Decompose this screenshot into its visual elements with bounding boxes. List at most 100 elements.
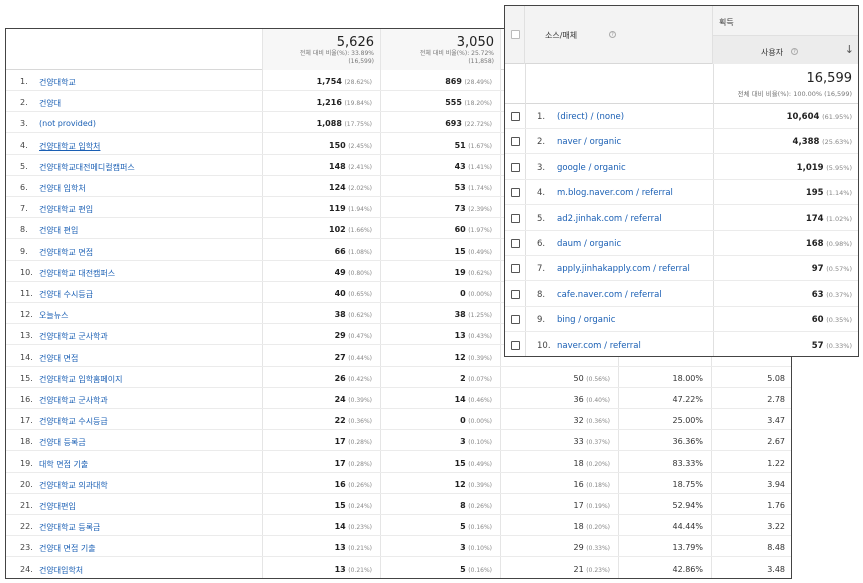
keyword-link[interactable]: 건양대학교 입학홈페이지 bbox=[39, 374, 123, 384]
keyword-link[interactable]: 건양대 편입 bbox=[39, 226, 79, 236]
row-checkbox[interactable] bbox=[511, 315, 520, 325]
row-checkbox[interactable] bbox=[511, 289, 520, 299]
metric-value: 29 bbox=[573, 543, 584, 553]
table-row: 19. 대학 면접 기출 17 (0.28%) 15 (0.49%) 18 (0.20%… bbox=[6, 452, 791, 473]
source-medium-link[interactable]: cafe.naver.com / referral bbox=[557, 289, 662, 300]
source-medium-link[interactable]: daum / organic bbox=[557, 239, 622, 249]
metric-percent: (0.00%) bbox=[468, 418, 492, 426]
source-medium-link[interactable]: naver / organic bbox=[557, 137, 622, 148]
metric-value: 50 bbox=[573, 373, 584, 383]
users-percent: (0.35%) bbox=[826, 316, 852, 325]
metric-value: 124 bbox=[329, 183, 346, 192]
keyword-link[interactable]: 건양대학교 군사학과 bbox=[39, 396, 108, 405]
keyword-link[interactable]: 건양대 면접 bbox=[39, 353, 79, 363]
source-medium-link[interactable]: (direct) / (none) bbox=[557, 112, 625, 122]
metric-cell: 13 (0.21%) bbox=[335, 565, 372, 574]
users-column-header[interactable]: 사용자 ? ↓ bbox=[713, 36, 858, 64]
source-medium-link[interactable]: apply.jinhakapply.com / referral bbox=[557, 264, 690, 275]
keyword-link[interactable]: 건양대학교대전메디컬캠퍼스 bbox=[39, 162, 135, 172]
keyword-link[interactable]: 건양대학교 대전캠퍼스 bbox=[39, 268, 116, 278]
row-checkbox[interactable] bbox=[511, 239, 520, 248]
header-metric-1: 5,626 전체 대비 비율(%): 33.89% (16,599) bbox=[262, 29, 380, 70]
table-row: 16. 건양대학교 군사학과 24 (0.39%) 14 (0.46%) 36 (0.4… bbox=[6, 388, 791, 409]
row-number: 3. bbox=[20, 119, 28, 129]
row-checkbox[interactable] bbox=[511, 188, 520, 198]
metric-rate: 42.86% bbox=[672, 564, 703, 574]
metric-cell: 18 (0.20%) bbox=[574, 522, 610, 531]
metric-pages: 8.48 bbox=[767, 543, 785, 553]
keyword-link[interactable]: (not provided) bbox=[39, 119, 97, 129]
metric-percent: (0.47%) bbox=[348, 333, 372, 341]
metric-percent: (0.36%) bbox=[586, 418, 610, 426]
help-icon[interactable]: ? bbox=[609, 31, 616, 38]
table-row: 7. apply.jinhakapply.com / referral 97 (0.… bbox=[505, 256, 858, 282]
keyword-link[interactable]: 건양대학교 입학처 bbox=[39, 141, 101, 151]
metric-cell: 8 (0.26%) bbox=[460, 501, 492, 510]
select-all-checkbox[interactable] bbox=[511, 30, 520, 39]
metric-rate: 52.94% bbox=[672, 501, 703, 510]
metric-percent: (0.23%) bbox=[586, 566, 610, 574]
metric-value: 66 bbox=[334, 246, 346, 256]
metric-cell: 2 (0.07%) bbox=[460, 374, 492, 383]
help-icon[interactable]: ? bbox=[791, 48, 798, 55]
source-medium-link[interactable]: google / organic bbox=[557, 162, 626, 173]
row-checkbox[interactable] bbox=[511, 340, 520, 350]
source-medium-link[interactable]: bing / organic bbox=[557, 315, 616, 326]
keyword-link[interactable]: 건양대학교 군사학과 bbox=[39, 332, 108, 342]
keyword-link[interactable]: 건양대학교 의과대학 bbox=[39, 480, 108, 490]
row-checkbox[interactable] bbox=[511, 137, 520, 147]
keyword-link[interactable]: 대학 면접 기출 bbox=[39, 459, 89, 469]
table-row: 6. 건양대 입학처 124 (2.02%) 53 (1.74%) bbox=[6, 176, 791, 197]
arrow-down-icon[interactable]: ↓ bbox=[844, 43, 854, 56]
row-checkbox[interactable] bbox=[511, 162, 520, 172]
header-metric-2-value: 3,050 bbox=[456, 35, 494, 50]
keyword-link[interactable]: 오늘뉴스 bbox=[39, 311, 69, 321]
source-column-header[interactable]: 소스/매체 ? bbox=[525, 6, 713, 64]
keyword-link[interactable]: 건양대학교 편입 bbox=[39, 205, 94, 215]
row-number: 6. bbox=[537, 239, 546, 249]
metric-cell: 21 (0.23%) bbox=[574, 565, 610, 574]
keyword-link[interactable]: 건양대 수시등급 bbox=[39, 290, 94, 299]
row-checkbox[interactable] bbox=[511, 264, 520, 274]
keyword-link[interactable]: 건양대 등록금 bbox=[39, 438, 86, 448]
row-checkbox[interactable] bbox=[511, 112, 520, 121]
keyword-link[interactable]: 건양대학교 수시등급 bbox=[39, 417, 108, 427]
users-percent: (1.02%) bbox=[826, 214, 852, 223]
users-cell: 174 (1.02%) bbox=[806, 214, 852, 224]
keyword-link[interactable]: 건양대 bbox=[39, 99, 62, 109]
metric-cell: 12 (0.39%) bbox=[455, 480, 492, 489]
metric-percent: (2.39%) bbox=[468, 206, 492, 214]
keyword-link[interactable]: 건양대편입 bbox=[39, 502, 76, 511]
row-number: 8. bbox=[20, 225, 28, 235]
metric-percent: (1.74%) bbox=[468, 185, 492, 192]
keyword-link[interactable]: 건양대학교 면접 bbox=[39, 247, 94, 257]
metric-cell: 33 (0.37%) bbox=[574, 437, 610, 446]
metric-pages: 2.67 bbox=[767, 437, 785, 447]
keyword-link[interactable]: 건양대학교 bbox=[39, 78, 76, 87]
metric-percent: (19.84%) bbox=[344, 100, 372, 108]
table-row: 20. 건양대학교 의과대학 16 (0.26%) 12 (0.39%) 16 (0.1… bbox=[6, 473, 791, 494]
metric-cell: 19 (0.62%) bbox=[455, 268, 492, 277]
metric-value: 60 bbox=[454, 225, 466, 235]
row-number: 3. bbox=[537, 162, 546, 173]
metric-pages: 3.22 bbox=[767, 522, 785, 532]
metric-cell: 102 (1.66%) bbox=[329, 225, 372, 234]
users-cell: 97 (0.57%) bbox=[812, 264, 852, 274]
metric-value: 12 bbox=[454, 352, 466, 362]
source-medium-link[interactable]: naver.com / referral bbox=[557, 340, 641, 351]
metric-cell: 13 (0.21%) bbox=[335, 543, 372, 552]
users-percent: (5.95%) bbox=[826, 163, 852, 172]
row-checkbox[interactable] bbox=[511, 213, 520, 223]
users-cell: 1,019 (5.95%) bbox=[797, 163, 852, 173]
keyword-link[interactable]: 건양대 입학처 bbox=[39, 184, 86, 193]
keyword-link[interactable]: 건양대입학처 bbox=[39, 565, 84, 575]
metric-cell: 32 (0.36%) bbox=[574, 416, 610, 425]
source-medium-link[interactable]: ad2.jinhak.com / referral bbox=[557, 213, 662, 224]
metric-value: 1,216 bbox=[316, 98, 342, 108]
source-medium-link[interactable]: m.blog.naver.com / referral bbox=[557, 188, 673, 199]
metric-percent: (0.37%) bbox=[586, 439, 610, 447]
keyword-link[interactable]: 건양대학교 등록금 bbox=[39, 523, 101, 533]
column-divider bbox=[380, 29, 381, 578]
keyword-link[interactable]: 건양대 면접 기출 bbox=[39, 544, 96, 554]
metric-cell: 17 (0.19%) bbox=[574, 501, 610, 510]
